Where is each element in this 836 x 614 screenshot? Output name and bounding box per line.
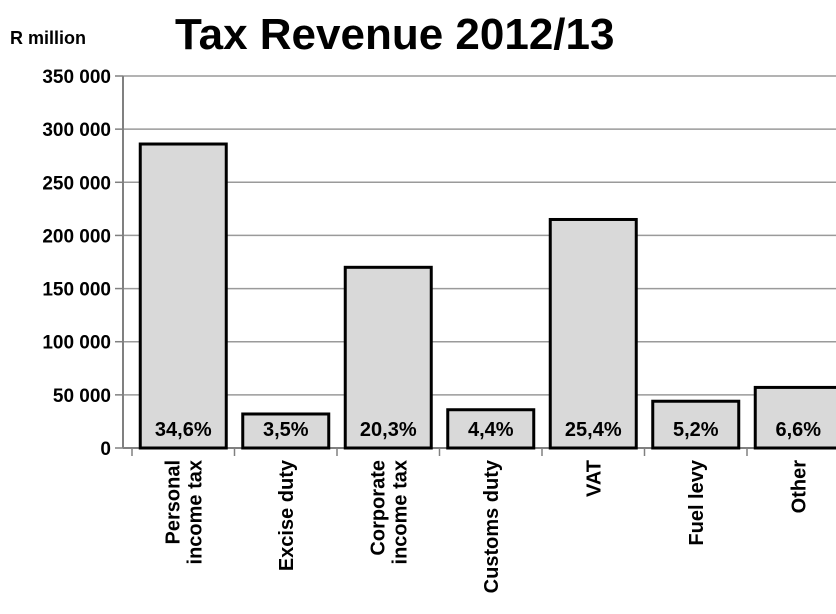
bar <box>343 265 433 450</box>
x-category-label-line: income tax <box>184 460 206 564</box>
x-category-label: Corporate income tax <box>367 460 411 564</box>
y-axis-unit-label: R million <box>10 28 86 48</box>
bar <box>241 412 331 450</box>
bar-data-label: 4,4% <box>468 419 514 441</box>
x-category-label-line: Other <box>788 460 810 514</box>
chart-title: Tax Revenue 2012/13 <box>175 10 615 59</box>
x-category-label: Customs duty <box>481 459 503 593</box>
y-tick-label: 100 000 <box>42 333 111 354</box>
x-category-label: Excise duty <box>276 459 298 571</box>
x-category-label: Other <box>788 460 810 514</box>
y-tick-label: 0 <box>100 439 111 460</box>
bar <box>138 142 228 450</box>
bar <box>446 408 536 450</box>
x-category-label: VAT <box>583 460 605 497</box>
y-tick-label: 250 000 <box>42 173 111 194</box>
x-category-label-line: Corporate <box>367 460 389 556</box>
bar-data-label: 5,2% <box>673 419 719 441</box>
bar-data-label: 20,3% <box>360 419 417 441</box>
x-category-label-line: Personal <box>162 460 184 544</box>
x-category-label-line: Customs duty <box>481 459 503 593</box>
y-tick-label: 50 000 <box>53 386 111 407</box>
bar-data-label: 34,6% <box>155 419 212 441</box>
bar <box>548 217 638 450</box>
bar <box>753 385 836 450</box>
x-category-label-line: income tax <box>389 460 411 564</box>
y-tick-label: 300 000 <box>42 120 111 141</box>
bar <box>651 399 741 450</box>
y-tick-label: 200 000 <box>42 226 111 247</box>
x-category-label-line: Fuel levy <box>686 459 708 545</box>
y-tick-label: 350 000 <box>42 67 111 88</box>
x-category-label: Personal income tax <box>162 460 206 564</box>
bar-data-label: 6,6% <box>775 419 821 441</box>
bar-data-label: 25,4% <box>565 419 622 441</box>
y-tick-label: 150 000 <box>42 280 111 301</box>
x-category-label: Fuel levy <box>686 459 708 545</box>
bar-data-label: 3,5% <box>263 419 309 441</box>
x-category-label-line: Excise duty <box>276 459 298 571</box>
x-category-label-line: VAT <box>583 460 605 497</box>
